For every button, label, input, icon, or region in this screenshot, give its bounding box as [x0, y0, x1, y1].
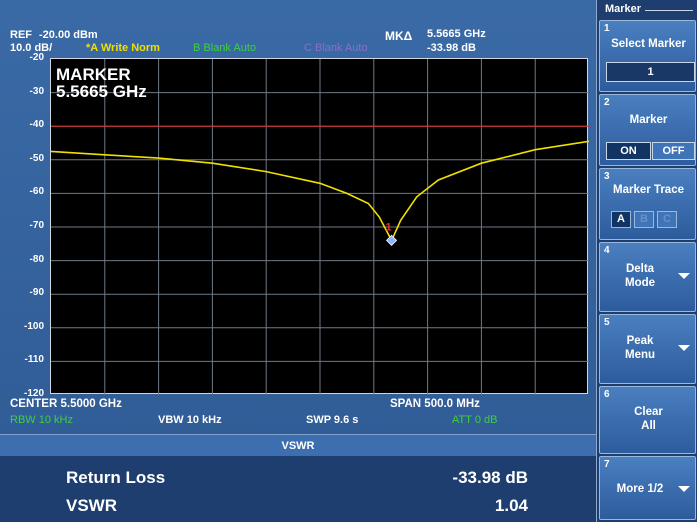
trace-b-option[interactable]: B: [634, 211, 654, 228]
trace-plot: 1: [50, 58, 589, 395]
plot-svg: 1: [51, 59, 589, 395]
marker-readout-level: -33.98 dB: [427, 42, 476, 54]
softkey-label: Select Marker: [611, 38, 686, 50]
y-tick-label: -30: [29, 85, 44, 97]
softkey-select-marker[interactable]: 1 Select Marker 1: [599, 20, 696, 92]
y-tick-label: -110: [24, 354, 44, 366]
softkey-label-line1: Delta: [625, 263, 655, 275]
scale-label: 10.0 dB/: [10, 42, 53, 54]
vswr-label: VSWR: [66, 496, 117, 515]
dropdown-arrow-icon: [678, 273, 690, 279]
y-tick-label: -20: [29, 52, 44, 63]
y-tick-label: -120: [23, 388, 44, 399]
softkey-menu: Marker 1 Select Marker 1 2 Marker ON OFF…: [596, 0, 697, 522]
softkey-label-line1: Clear: [634, 406, 663, 418]
softkey-label-line1: Peak: [626, 335, 654, 347]
measurement-area: REF -20.00 dBm 10.0 dB/ *A Write Norm B …: [0, 0, 596, 522]
dropdown-arrow-icon: [678, 486, 690, 492]
return-loss-label: Return Loss: [66, 468, 166, 487]
vswr-results-panel: Return Loss -33.98 dB VSWR 1.04: [0, 456, 596, 522]
softkey-more[interactable]: 7 More 1/2: [599, 456, 696, 520]
softkey-label: Marker Trace: [613, 184, 684, 196]
softkey-label-line2: All: [641, 420, 656, 432]
marker-off-toggle[interactable]: OFF: [652, 142, 695, 160]
marker-point: [385, 234, 398, 246]
softkey-label-line2: Mode: [624, 277, 656, 289]
y-tick-label: -40: [29, 119, 44, 131]
trace-c-status: C Blank Auto: [304, 42, 368, 54]
return-loss-value: -33.98 dB: [452, 468, 528, 487]
vswr-value: 1.04: [494, 496, 528, 515]
softkey-label-line2: Menu: [624, 349, 656, 361]
softkey-number: 6: [604, 389, 610, 400]
softkey-clear-all[interactable]: 6 Clear All: [599, 386, 696, 454]
ref-label: REF: [10, 29, 32, 41]
y-tick-label: -50: [29, 152, 44, 164]
marker-on-toggle[interactable]: ON: [606, 142, 651, 160]
softkey-number: 2: [604, 97, 610, 108]
softkey-number: 5: [604, 317, 610, 328]
trace-line: [51, 140, 589, 243]
softkey-marker-trace[interactable]: 3 Marker Trace: [599, 168, 696, 240]
attenuation: ATT 0 dB: [452, 414, 498, 426]
sweep-time: SWP 9.6 s: [306, 414, 359, 426]
menu-title-divider: [645, 10, 693, 11]
select-marker-value-field[interactable]: 1: [606, 62, 695, 82]
softkey-delta-mode[interactable]: 4 Delta Mode: [599, 242, 696, 312]
trace-a-status: *A Write Norm: [86, 42, 160, 54]
trace-c-option[interactable]: C: [657, 211, 677, 228]
y-tick-label: -100: [23, 320, 44, 332]
marker-number-label: 1: [386, 221, 392, 233]
softkey-label: Marker: [629, 114, 668, 126]
softkey-label: More 1/2: [616, 483, 664, 495]
menu-title: Marker: [605, 3, 642, 15]
trace-a-option[interactable]: A: [611, 211, 631, 228]
softkey-number: 4: [604, 245, 610, 256]
ref-value: -20.00 dBm: [39, 29, 98, 41]
softkey-number: 3: [604, 171, 610, 182]
center-frequency: CENTER 5.5000 GHz: [10, 398, 122, 410]
marker-readout-freq: 5.5665 GHz: [427, 28, 486, 40]
softkey-number: 1: [604, 23, 610, 34]
marker-annotation-title: MARKER: [56, 65, 131, 84]
vbw: VBW 10 kHz: [158, 414, 222, 426]
softkey-number: 7: [604, 459, 610, 470]
marker-annotation-freq: 5.5665 GHz: [56, 82, 147, 101]
dropdown-arrow-icon: [678, 345, 690, 351]
trace-b-status: B Blank Auto: [193, 42, 256, 54]
y-tick-label: -80: [29, 253, 44, 265]
vswr-title: VSWR: [281, 440, 315, 452]
y-tick-label: -60: [29, 186, 44, 198]
vswr-title-bar: VSWR: [0, 434, 596, 456]
marker-delta-label: MKΔ: [385, 29, 413, 43]
marker-annotation: MARKER 5.5665 GHz: [56, 66, 147, 100]
rbw: RBW 10 kHz: [10, 414, 73, 426]
span: SPAN 500.0 MHz: [390, 398, 480, 410]
softkey-peak-menu[interactable]: 5 Peak Menu: [599, 314, 696, 384]
y-tick-label: -90: [29, 287, 44, 299]
y-tick-label: -70: [29, 220, 44, 231]
